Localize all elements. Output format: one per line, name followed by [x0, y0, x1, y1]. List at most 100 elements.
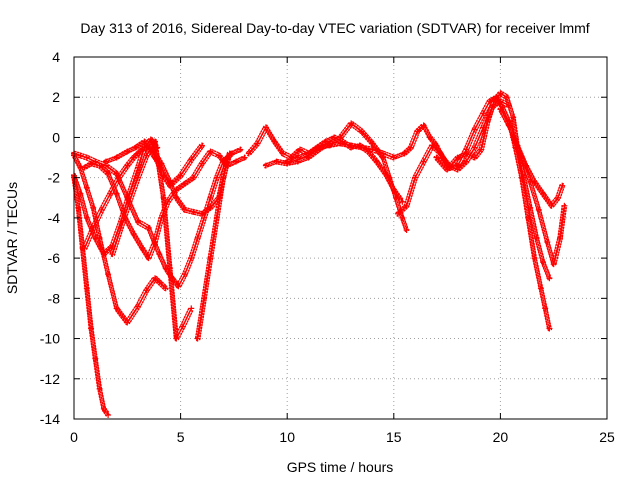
- y-tick-label: 4: [52, 49, 60, 65]
- data-point-marker: [160, 194, 167, 201]
- data-point-marker: [535, 206, 542, 213]
- data-point-marker: [90, 224, 97, 231]
- data-point-marker: [100, 405, 107, 412]
- data-point-marker: [207, 204, 214, 211]
- y-tick-label: -2: [48, 170, 61, 186]
- y-tick-label: -6: [48, 250, 61, 266]
- data-point-marker: [337, 134, 344, 141]
- data-point-marker: [518, 174, 525, 181]
- series-sat-m-trace: [285, 102, 509, 173]
- data-point-marker: [207, 194, 214, 201]
- series-sat-j-trace: [197, 150, 232, 338]
- data-point-marker: [177, 172, 184, 179]
- data-point-marker: [92, 355, 99, 362]
- data-point-marker: [83, 285, 90, 292]
- data-point-marker: [420, 158, 427, 165]
- data-point-marker: [237, 146, 244, 153]
- data-point-marker: [279, 150, 286, 157]
- series-sat-h-trace: [83, 144, 203, 249]
- data-point-marker: [113, 305, 120, 312]
- data-point-marker: [399, 214, 406, 221]
- data-point-marker: [88, 325, 95, 332]
- data-point-marker: [427, 134, 434, 141]
- data-point-marker: [262, 162, 269, 169]
- x-tick-label: 0: [70, 429, 78, 445]
- data-point-marker: [542, 305, 549, 312]
- data-point-marker: [198, 142, 205, 149]
- data-point-marker: [233, 158, 240, 165]
- data-point-marker: [124, 148, 131, 155]
- data-point-marker: [105, 271, 112, 278]
- data-point-marker: [156, 279, 163, 286]
- data-point-marker: [158, 214, 165, 221]
- data-point-marker: [493, 94, 500, 101]
- x-tick-label: 15: [386, 429, 402, 445]
- data-point-marker: [546, 325, 553, 332]
- data-point-marker: [107, 190, 114, 197]
- data-point-marker: [124, 162, 131, 169]
- data-point-marker: [162, 285, 169, 292]
- data-point-marker: [143, 152, 150, 159]
- data-point-marker: [190, 174, 197, 181]
- data-point-marker: [166, 182, 173, 189]
- data-point-marker: [92, 235, 99, 241]
- data-point-marker: [463, 146, 470, 153]
- series-sat-l-trace: [265, 122, 408, 231]
- data-point-marker: [429, 142, 436, 149]
- data-point-marker: [98, 206, 105, 213]
- series-sat-d-trace: [74, 152, 168, 322]
- data-point-marker: [215, 152, 222, 159]
- data-point-marker: [550, 261, 557, 268]
- data-point-marker: [380, 150, 387, 157]
- data-point-marker: [75, 204, 82, 211]
- data-point-marker: [90, 204, 97, 211]
- data-point-marker: [181, 206, 188, 213]
- series-sat-n-trace: [399, 93, 553, 280]
- data-point-marker: [201, 214, 208, 221]
- data-point-marker: [207, 255, 214, 262]
- data-point-marker: [454, 162, 461, 169]
- data-point-marker: [403, 202, 410, 209]
- data-point-marker: [147, 136, 154, 143]
- data-point-marker: [143, 287, 150, 294]
- data-point-marker: [115, 174, 122, 181]
- series-sat-n-trace: [398, 90, 552, 277]
- data-point-marker: [510, 134, 517, 141]
- data-point-marker: [173, 186, 180, 193]
- data-point-marker: [181, 180, 188, 187]
- data-point-marker: [83, 154, 90, 161]
- data-point-marker: [471, 154, 478, 161]
- series-sat-l-trace: [264, 124, 407, 233]
- data-point-marker: [348, 120, 355, 127]
- data-point-marker: [412, 174, 419, 181]
- data-point-marker: [152, 275, 159, 282]
- data-point-marker: [480, 110, 487, 117]
- data-point-marker: [348, 142, 355, 149]
- y-tick-label: -14: [40, 411, 60, 427]
- data-point-marker: [130, 154, 137, 161]
- data-point-marker: [198, 210, 205, 217]
- data-point-marker: [139, 146, 146, 153]
- data-point-marker: [471, 144, 478, 151]
- chart-title: Day 313 of 2016, Sidereal Day-to-day VTE…: [80, 20, 589, 36]
- data-point-marker: [337, 140, 344, 147]
- data-point-marker: [399, 198, 406, 205]
- data-point-marker: [403, 226, 410, 233]
- data-point-marker: [559, 182, 566, 189]
- data-point-marker: [124, 319, 131, 326]
- data-point-marker: [505, 122, 512, 129]
- data-point-marker: [546, 275, 553, 282]
- data-point-marker: [478, 146, 485, 153]
- data-point-marker: [540, 190, 547, 197]
- series-sat-a-trace: [72, 178, 108, 418]
- data-point-marker: [175, 283, 182, 290]
- data-series-group: [71, 90, 568, 418]
- data-point-marker: [220, 174, 227, 181]
- series-sat-q-trace: [511, 138, 565, 267]
- series-sat-g-trace: [105, 140, 229, 215]
- series-sat-p-trace: [498, 110, 562, 209]
- data-point-marker: [194, 335, 201, 342]
- series-sat-d-trace: [72, 156, 166, 326]
- data-point-marker: [194, 235, 201, 241]
